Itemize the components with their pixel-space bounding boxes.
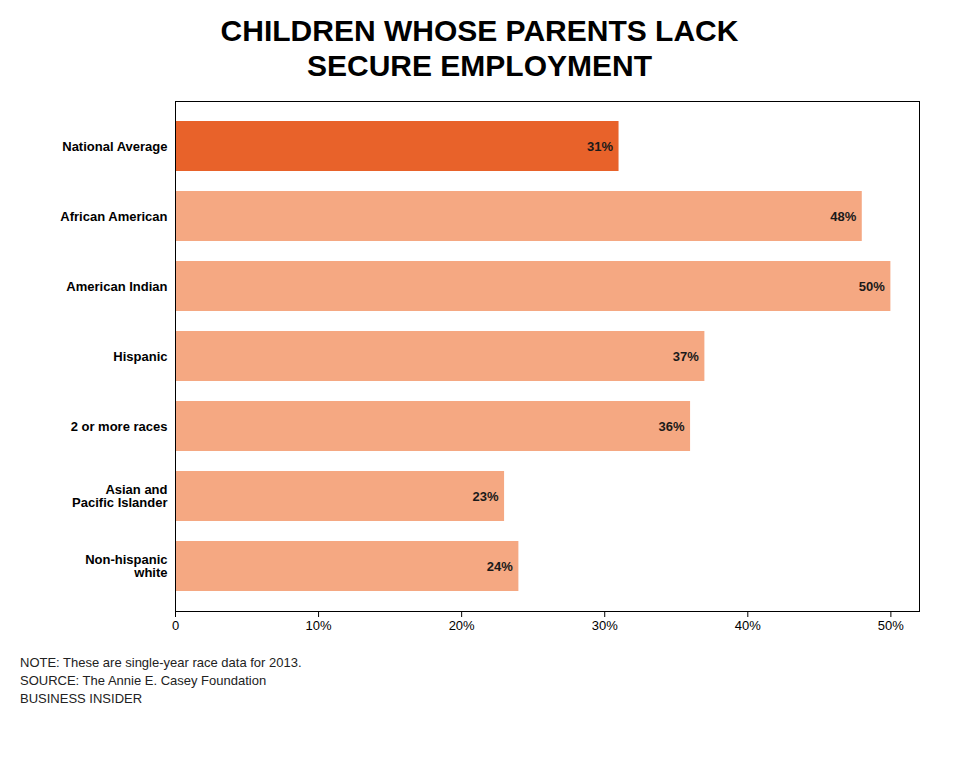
svg-text:Hispanic: Hispanic bbox=[113, 349, 167, 364]
html-text:CHILDREN WHOSE PARENTS LACK SE: CHILDREN WHOSE PARENTS LACK SECURE EMPLO… bbox=[220, 14, 739, 82]
html-text:NOTE: These are single-year ra: NOTE: These are single-year race data fo… bbox=[20, 655, 302, 670]
svg-text:50%: 50% bbox=[878, 618, 904, 633]
svg-text:31%: 31% bbox=[587, 139, 613, 154]
html-text:SOURCE: The Annie E. Casey Fou: SOURCE: The Annie E. Casey Foundation bbox=[20, 673, 267, 688]
svg-text:24%: 24% bbox=[487, 559, 513, 574]
svg-text:37%: 37% bbox=[673, 349, 699, 364]
svg-text:40%: 40% bbox=[735, 618, 761, 633]
svg-text:0: 0 bbox=[172, 618, 179, 633]
svg-text:Asian andPacific Islander: Asian andPacific Islander bbox=[72, 482, 167, 510]
svg-text:23%: 23% bbox=[473, 489, 499, 504]
svg-text:36%: 36% bbox=[659, 419, 685, 434]
svg-text:National Average: National Average bbox=[62, 139, 167, 154]
svg-text:Non-hispanicwhite: Non-hispanicwhite bbox=[85, 552, 167, 580]
svg-text:American Indian: American Indian bbox=[66, 279, 167, 294]
svg-text:30%: 30% bbox=[592, 618, 618, 633]
html-text:BUSINESS INSIDER: BUSINESS INSIDER bbox=[20, 691, 143, 706]
svg-text:20%: 20% bbox=[449, 618, 475, 633]
svg-text:2 or more races: 2 or more races bbox=[71, 419, 168, 434]
svg-text:48%: 48% bbox=[830, 209, 856, 224]
svg-text:10%: 10% bbox=[306, 618, 332, 633]
svg-text:African American: African American bbox=[60, 209, 167, 224]
svg-text:50%: 50% bbox=[859, 279, 885, 294]
